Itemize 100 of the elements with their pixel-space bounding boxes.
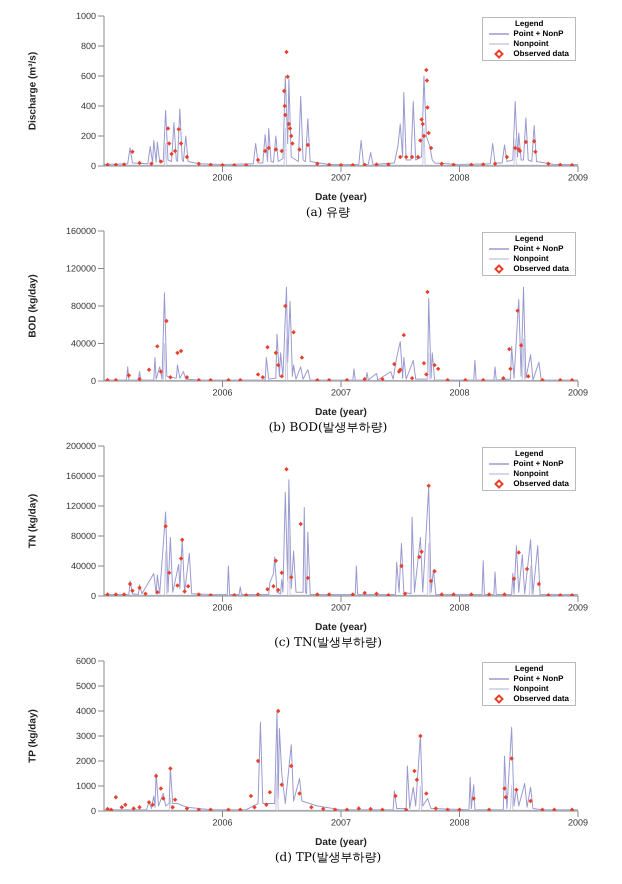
x-tick-label: 2006: [212, 817, 233, 828]
point: [155, 590, 160, 594]
point: [196, 592, 201, 596]
point: [445, 808, 450, 811]
point: [226, 808, 231, 811]
point: [128, 582, 132, 586]
point: [114, 795, 118, 800]
point: [276, 588, 280, 592]
point: [424, 372, 429, 377]
y-tick-label: 2000: [76, 756, 96, 766]
point: [502, 786, 507, 791]
point: [326, 378, 332, 381]
point: [552, 808, 556, 811]
point: [509, 756, 514, 761]
legend-label: Point + NonP: [513, 29, 564, 39]
point: [122, 592, 126, 596]
point: [186, 584, 190, 588]
point: [126, 373, 132, 378]
legend-label: Observed data: [513, 694, 569, 704]
point: [248, 794, 254, 798]
point: [150, 802, 155, 807]
point: [182, 589, 187, 594]
point: [180, 538, 184, 542]
point: [422, 360, 426, 366]
y-axis-title: Discharge (m³/s): [28, 52, 39, 130]
point: [445, 378, 450, 381]
point: [315, 378, 320, 381]
point: [131, 806, 136, 811]
point: [424, 791, 429, 796]
point: [238, 378, 242, 381]
point: [163, 524, 168, 528]
y-tick-label: 1000: [76, 11, 96, 22]
point: [463, 378, 468, 381]
point: [168, 766, 173, 771]
point: [436, 366, 440, 372]
point: [399, 564, 404, 568]
point: [114, 378, 118, 381]
point: [172, 798, 178, 802]
point: [558, 378, 562, 381]
x-tick-label: 2007: [330, 602, 352, 612]
legend-label: Nonpoint: [513, 254, 549, 264]
point: [256, 758, 260, 764]
point: [380, 808, 385, 811]
point: [268, 790, 272, 794]
y-tick-label: 120000: [66, 501, 96, 512]
point: [123, 802, 128, 807]
point: [158, 369, 164, 374]
point: [344, 808, 350, 811]
point: [350, 592, 356, 596]
point: [344, 378, 350, 381]
point: [412, 768, 417, 774]
point: [276, 708, 280, 714]
point: [374, 592, 379, 596]
point: [280, 374, 284, 379]
y-tick-label: 5000: [76, 681, 96, 692]
point: [558, 593, 562, 596]
point: [508, 366, 513, 372]
point: [170, 805, 175, 810]
point: [426, 484, 431, 488]
legend-label: Point + NonP: [513, 244, 564, 254]
point: [504, 795, 508, 800]
legend-label: Nonpoint: [513, 39, 549, 49]
point: [368, 806, 373, 811]
point: [196, 808, 201, 811]
point: [137, 805, 142, 810]
point: [244, 593, 248, 596]
point: [178, 348, 184, 354]
point: [362, 590, 367, 596]
point: [428, 578, 434, 584]
point: [155, 344, 160, 349]
point: [451, 592, 456, 596]
point: [570, 378, 574, 381]
point: [380, 376, 385, 381]
y-tick-label: 40000: [70, 338, 96, 349]
point: [469, 592, 474, 596]
y-tick-label: 0: [90, 591, 96, 602]
y-tick-label: 3000: [76, 731, 96, 742]
legend-label: Nonpoint: [513, 469, 549, 479]
x-tick-label: 2006: [212, 172, 233, 182]
point: [175, 583, 180, 588]
point: [524, 566, 530, 572]
point: [300, 355, 304, 360]
y-tick-label: 800: [80, 41, 96, 52]
y-tick-label: 0: [90, 806, 96, 816]
x-axis-title: Date (year): [315, 837, 367, 848]
point: [414, 778, 420, 782]
point: [536, 582, 542, 586]
x-tick-label: 2008: [449, 172, 470, 182]
point: [528, 798, 533, 804]
legend-title: Legend: [514, 234, 544, 244]
point: [486, 592, 492, 596]
point: [130, 588, 135, 593]
point: [238, 808, 242, 811]
point: [154, 774, 158, 778]
point: [309, 805, 314, 810]
point: [108, 808, 114, 811]
point: [440, 592, 444, 596]
y-tick-label: 4000: [76, 706, 96, 716]
x-tick-label: 2009: [568, 817, 588, 828]
x-tick-label: 2008: [449, 602, 470, 612]
